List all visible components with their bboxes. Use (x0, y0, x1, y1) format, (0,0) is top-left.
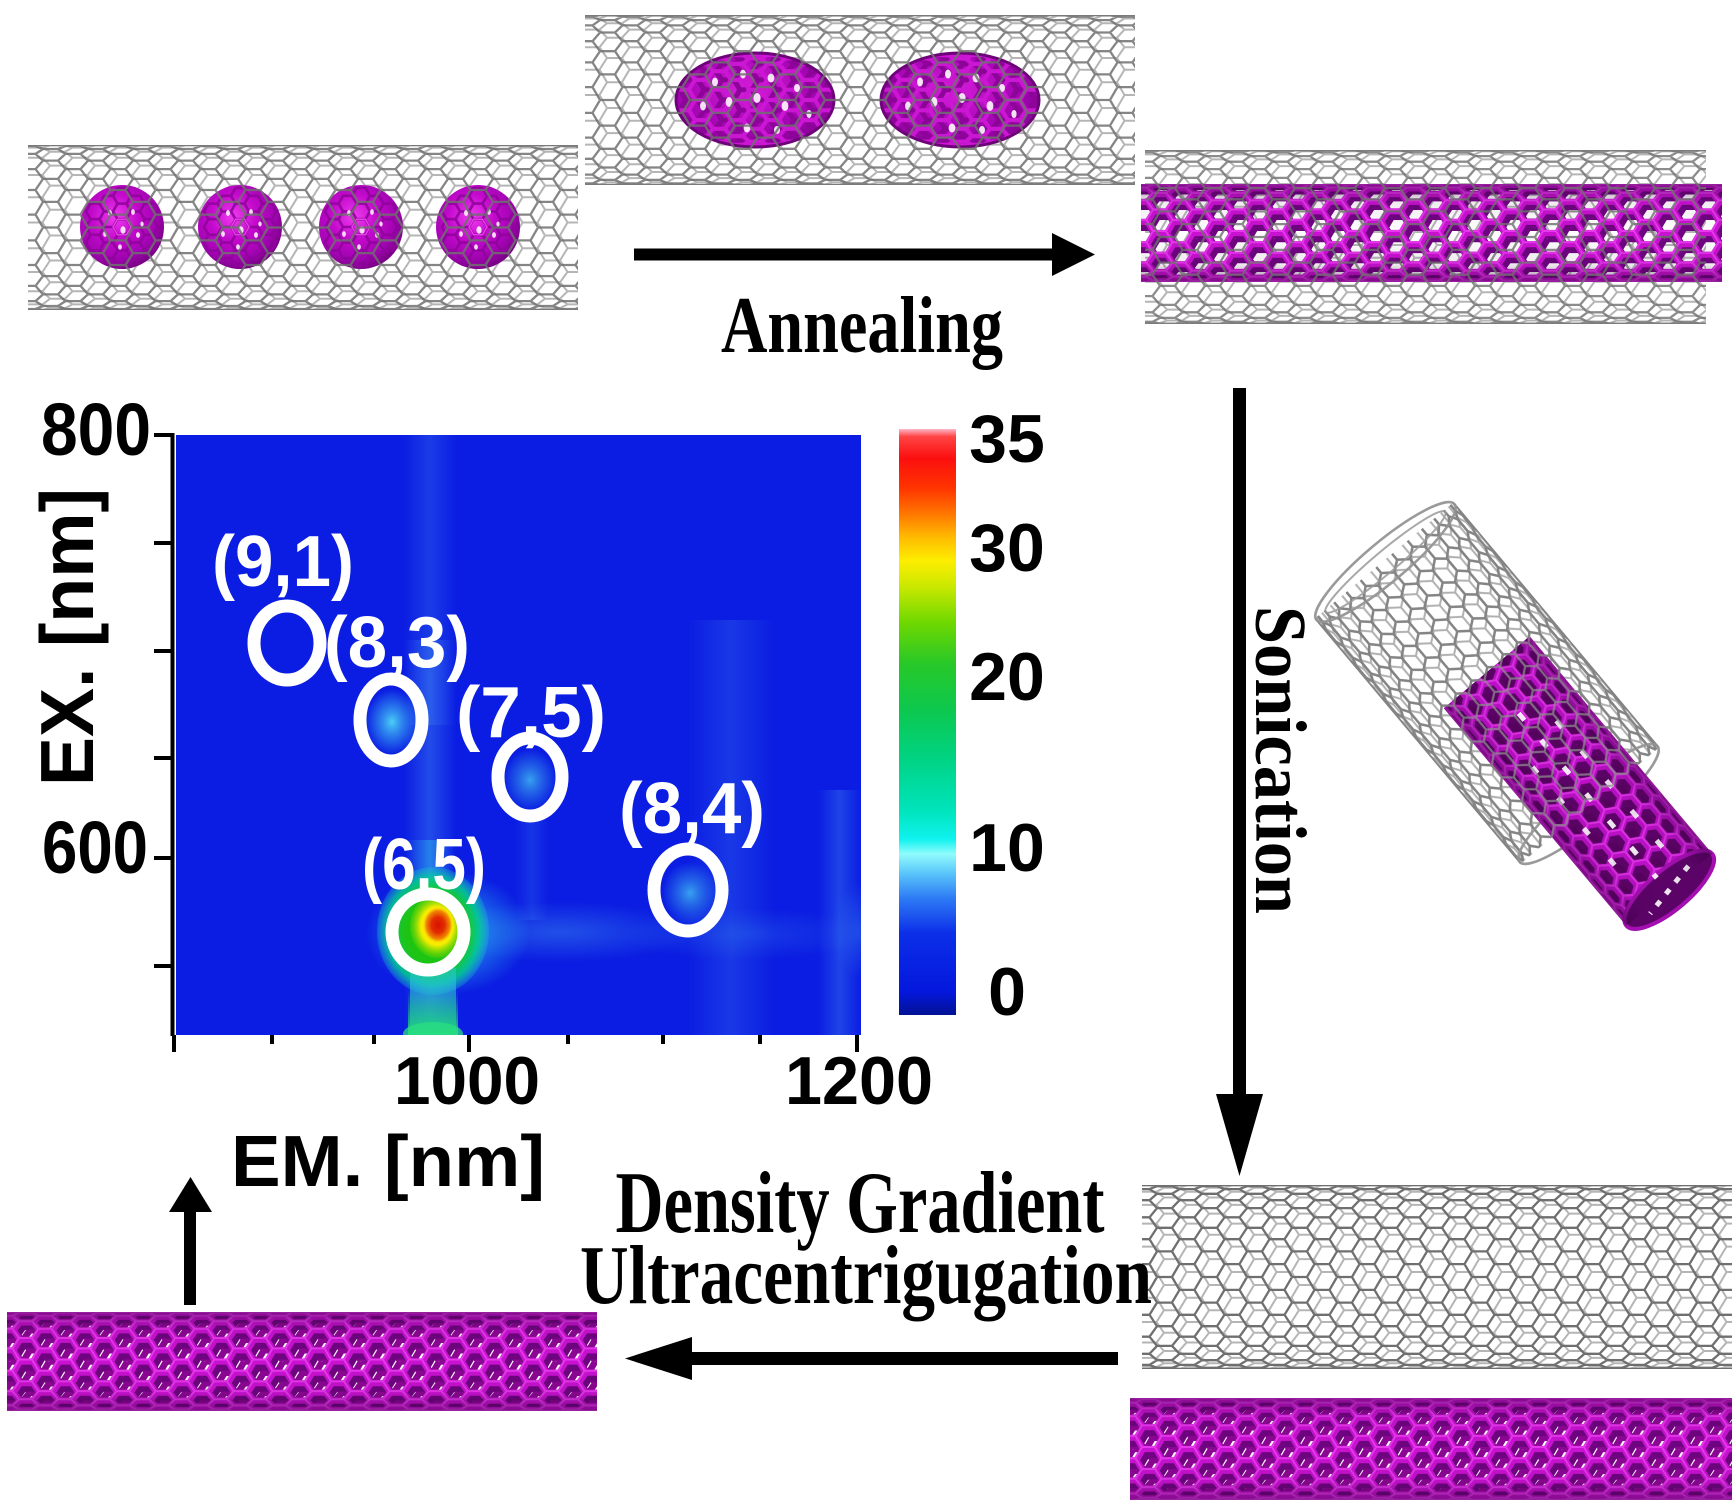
svg-text:10: 10 (969, 810, 1045, 886)
svg-text:1200: 1200 (785, 1043, 933, 1119)
svg-text:Annealing: Annealing (721, 280, 1003, 370)
svg-text:Density Gradient: Density Gradient (616, 1155, 1105, 1252)
svg-text:1000: 1000 (394, 1043, 540, 1119)
svg-text:30: 30 (969, 510, 1045, 586)
svg-text:35: 35 (969, 401, 1045, 477)
svg-text:(6,5): (6,5) (362, 825, 486, 905)
svg-text:800: 800 (41, 388, 151, 471)
svg-text:(7,5): (7,5) (456, 673, 606, 753)
svg-text:(8,4): (8,4) (619, 769, 765, 849)
svg-text:Ultracentrigugation: Ultracentrigugation (580, 1229, 1152, 1322)
svg-text:EM. [nm]: EM. [nm] (231, 1122, 545, 1202)
svg-text:(8,3): (8,3) (324, 603, 470, 683)
svg-text:EX. [nm]: EX. [nm] (25, 488, 109, 786)
svg-text:Sonication: Sonication (1240, 606, 1321, 914)
svg-text:(9,1): (9,1) (212, 522, 354, 602)
svg-text:600: 600 (42, 806, 148, 889)
svg-text:20: 20 (969, 639, 1045, 715)
svg-text:0: 0 (988, 954, 1026, 1030)
